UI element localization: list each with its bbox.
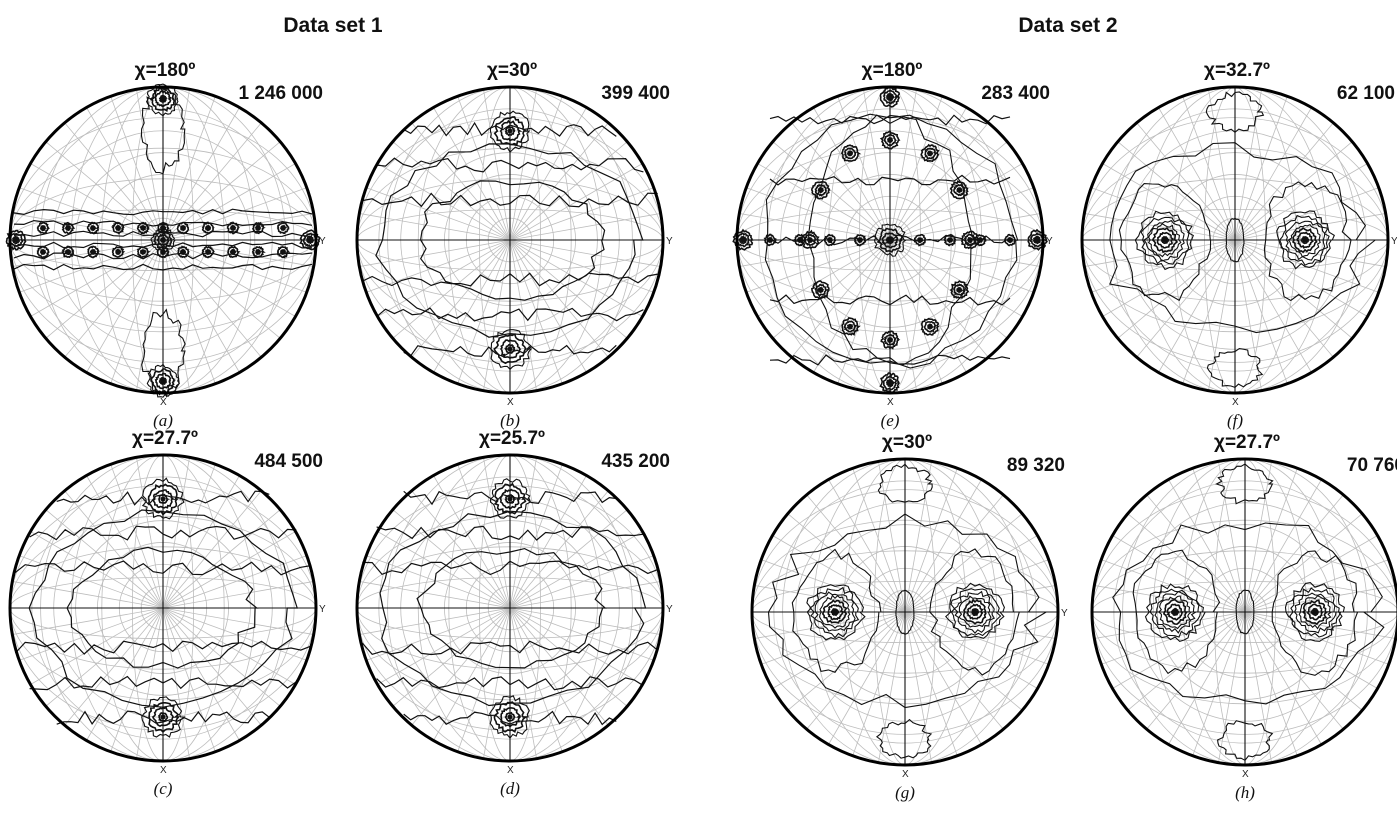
x-axis-label: X <box>1242 769 1249 780</box>
y-axis-label: Y <box>319 604 326 615</box>
y-axis-label: Y <box>666 604 673 615</box>
y-axis-label: Y <box>1046 236 1053 247</box>
y-axis-label: Y <box>1391 236 1397 247</box>
projection-circle <box>735 85 1045 395</box>
chi-label: χ=180º <box>862 60 923 81</box>
pole-figure-b: Y Xχ=30º 399 400 (b) <box>355 60 673 430</box>
projection-circle <box>1080 85 1390 395</box>
max-count-label: 435 200 <box>601 451 670 472</box>
projection-circle <box>1090 457 1397 767</box>
projection-circle <box>355 453 665 763</box>
projection-circle <box>355 85 665 395</box>
pole-figure-g: Y Xχ=30º 89 320 (g) <box>750 432 1068 802</box>
pole-figure-a: Y Xχ=180º 1 246 000 (a) <box>5 60 326 430</box>
x-axis-label: X <box>887 397 894 408</box>
x-axis-label: X <box>1232 397 1239 408</box>
projection-circle <box>8 85 318 395</box>
panel-caption: (e) <box>881 411 900 430</box>
y-axis-label: Y <box>1061 608 1068 619</box>
data-set-1-title: Data set 1 <box>283 14 383 37</box>
y-axis-label: Y <box>666 236 673 247</box>
chi-label: χ=180º <box>135 60 196 81</box>
panel-caption: (h) <box>1235 783 1255 802</box>
max-count-label: 89 320 <box>1007 455 1065 476</box>
data-set-2-title: Data set 2 <box>1018 14 1117 37</box>
chi-label: χ=30º <box>882 432 932 453</box>
contour-pattern <box>1109 91 1377 389</box>
x-axis-label: X <box>902 769 909 780</box>
max-count-label: 283 400 <box>981 83 1050 104</box>
pole-figure-d: Y Xχ=25.7º 435 200 (d) <box>355 428 673 798</box>
panel-caption: (b) <box>500 411 520 430</box>
panel-caption: (a) <box>153 411 173 430</box>
panel-caption: (g) <box>895 783 915 802</box>
max-count-label: 1 246 000 <box>238 83 323 104</box>
pole-figure-f: Y Xχ=32.7º 62 100 (f) <box>1080 60 1397 430</box>
max-count-label: 484 500 <box>254 451 323 472</box>
x-axis-label: X <box>160 765 167 776</box>
panel-caption: (c) <box>154 779 173 798</box>
chi-label: χ=27.7º <box>132 428 198 449</box>
pole-figure-c: Y Xχ=27.7º 484 500 (c) <box>8 428 326 798</box>
chi-label: χ=27.7º <box>1214 432 1280 453</box>
chi-label: χ=25.7º <box>479 428 545 449</box>
max-count-label: 62 100 <box>1337 83 1395 104</box>
projection-circle <box>750 457 1060 767</box>
max-count-label: 399 400 <box>601 83 670 104</box>
contour-pattern <box>1112 463 1385 761</box>
x-axis-label: X <box>160 397 167 408</box>
pole-figure-e: Y Xχ=180º 283 400 (e) <box>732 60 1053 430</box>
panel-caption: (d) <box>500 779 520 798</box>
y-axis-label: Y <box>319 236 326 247</box>
chi-label: χ=32.7º <box>1204 60 1270 81</box>
pole-figures: Y Xχ=180º 1 246 000 (a) Y Xχ=30º 399 400 (b) Y Xχ… <box>5 60 1397 802</box>
chi-label: χ=30º <box>487 60 537 81</box>
max-count-label: 70 760 <box>1347 455 1397 476</box>
contour-pattern <box>767 463 1049 759</box>
panel-caption: (f) <box>1227 411 1243 430</box>
x-axis-label: X <box>507 397 514 408</box>
x-axis-label: X <box>507 765 514 776</box>
projection-circle <box>8 453 318 763</box>
